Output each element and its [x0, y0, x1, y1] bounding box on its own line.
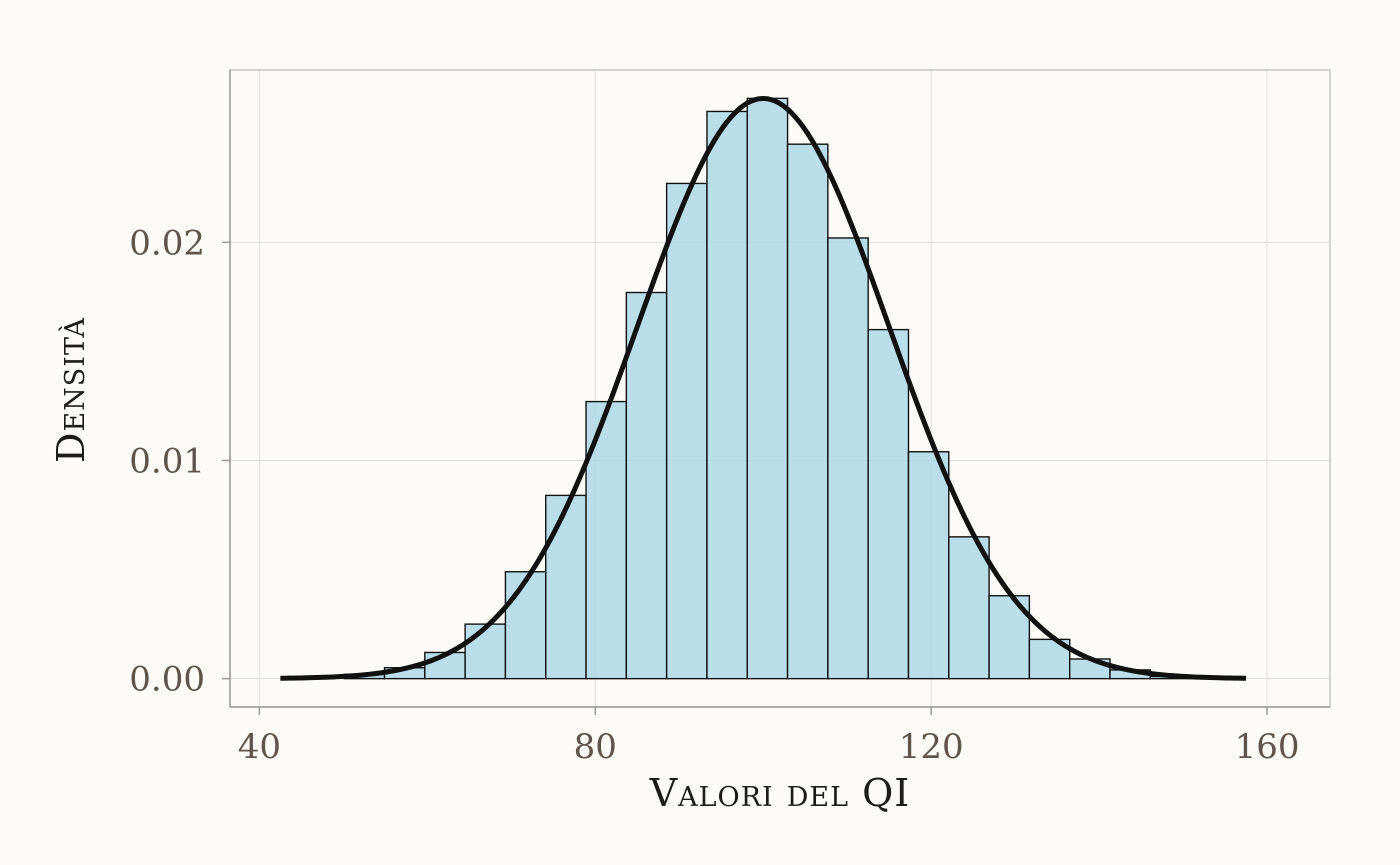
histogram-bar — [665, 182, 708, 680]
x-tick-label: 160 — [1235, 727, 1300, 767]
histogram-bar — [464, 623, 507, 680]
histogram-bar — [907, 451, 950, 680]
histogram-bar — [706, 110, 748, 680]
y-tick-label: 0.01 — [129, 441, 205, 481]
histogram-bar — [827, 237, 869, 680]
density-curve — [280, 95, 1247, 681]
histogram-bar — [504, 571, 547, 680]
histogram-bar — [625, 291, 668, 680]
histogram-bar — [746, 97, 789, 680]
histogram-bars — [343, 97, 1192, 680]
histogram-bar — [867, 328, 910, 680]
x-tick-label: 40 — [238, 727, 281, 767]
y-axis-title: Densità — [49, 317, 93, 463]
histogram-bar — [948, 536, 990, 680]
y-tick-label: 0.00 — [129, 660, 205, 700]
y-tick-label: 0.02 — [129, 223, 205, 263]
histogram-bar — [545, 494, 587, 680]
x-tick-label: 80 — [574, 727, 617, 767]
density-curve-group — [280, 95, 1247, 681]
x-axis-title: Valori del QI — [649, 771, 911, 815]
x-tick-label: 120 — [899, 727, 964, 767]
axes: 40 80 120 160 0.00 0.01 0.02 — [129, 69, 1331, 767]
histogram-bar — [786, 143, 829, 680]
